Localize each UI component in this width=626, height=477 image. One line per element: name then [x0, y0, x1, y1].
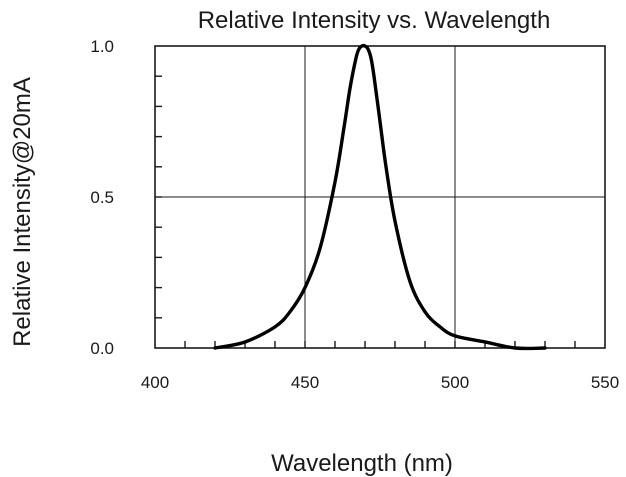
x-tick-label: 500 — [441, 373, 469, 392]
y-axis-label: Relative Intensity@20mA — [9, 77, 36, 347]
x-tick-labels: 400 450 500 550 — [141, 373, 619, 392]
intensity-curve — [213, 43, 547, 351]
y-tick-label: 0.5 — [90, 188, 114, 207]
y-tick-labels: 0.0 0.5 1.0 — [90, 37, 114, 358]
x-tick-label: 450 — [291, 373, 319, 392]
x-axis-label: Wavelength (nm) — [271, 450, 453, 477]
plot-frame — [154, 45, 606, 349]
y-tick-label: 1.0 — [90, 37, 114, 56]
y-tick-label: 0.0 — [90, 339, 114, 358]
x-tick-label: 400 — [141, 373, 169, 392]
chart-title: Relative Intensity vs. Wavelength — [198, 7, 551, 34]
x-tick-label: 550 — [591, 373, 619, 392]
grid-lines — [155, 46, 605, 348]
minor-ticks — [155, 75, 576, 348]
